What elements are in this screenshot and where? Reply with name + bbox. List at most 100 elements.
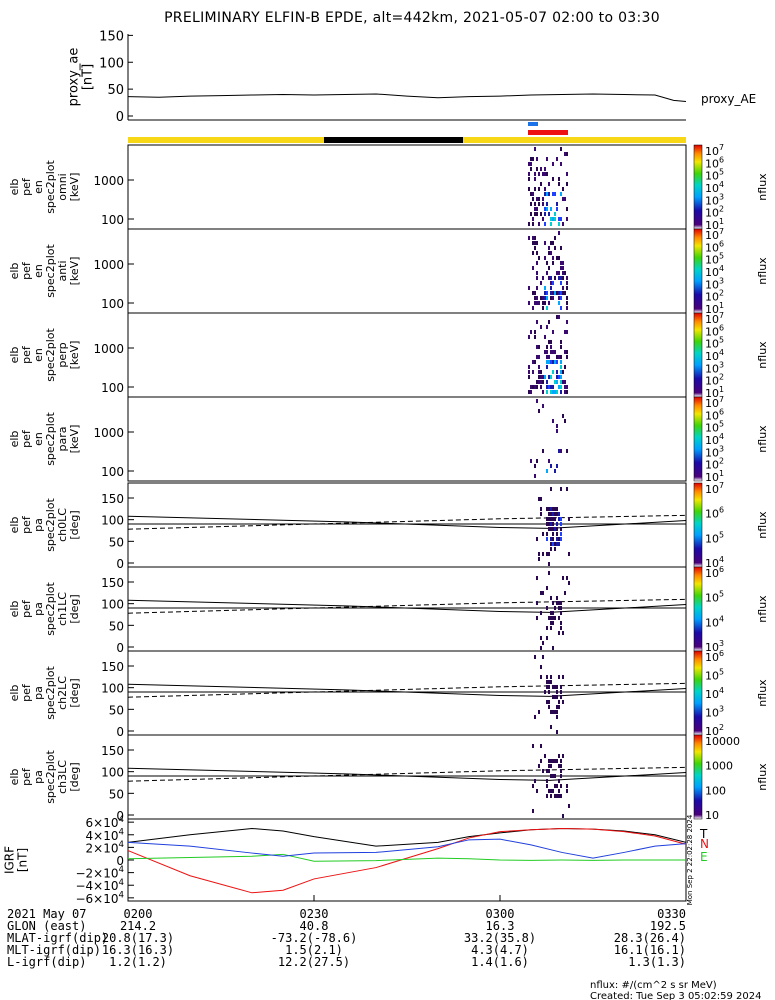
spectrogram-pixel [532,192,534,196]
pa-pixel [548,522,550,526]
spectrogram-pixel [564,390,566,394]
colorbar-tick: 10000 [705,735,740,748]
loss-cone-line [127,767,687,781]
spectrogram-pixel [558,375,560,379]
spectrogram-pixel [550,350,552,354]
spectrogram-pixel [564,152,566,156]
pa-pixel [552,646,554,650]
spectrogram-pixel [528,365,530,369]
footer-value: 16.3(16.3) [102,943,174,957]
igrf-tick-label: 4×104 [86,827,124,842]
pa-pixel [556,730,558,734]
spectrogram-pixel [564,271,566,275]
footer-value: 16.1(16.1) [614,943,686,957]
pa-tick-label: 50 [109,787,124,801]
colorbar-tick: 107 [705,227,724,242]
pa-pixel [546,532,548,536]
pa-pixel [556,537,558,541]
pa-pixel [550,626,552,630]
pa-pixel [548,507,550,511]
colorbar-tick: 10 [705,809,719,822]
colorbar-tick: 104 [705,348,724,363]
igrf-series-h [127,838,687,859]
colorbar-tick: 104 [705,180,724,195]
pa-pixel [546,537,548,541]
pa-ylabel: elb pef pa spec2plot ch3LC [deg] [8,750,81,804]
spectrogram-pixel [548,355,550,359]
pa-pixel [556,601,558,605]
axis-label-line: pef [20,345,33,364]
spectrogram-pixel [562,380,564,384]
spectrogram-pixel [558,296,560,300]
spectrogram-pixel [566,320,568,324]
pa-pixel [540,646,542,650]
spectrogram-pixel [554,360,556,364]
spectrogram-pixel [540,212,542,216]
pa-ylabel: elb pef pa spec2plot ch0LC [deg] [8,498,81,552]
pa-tick-label: 150 [101,744,124,758]
pa-pixel [546,507,548,511]
pa-pixel [552,517,554,521]
spectrogram-pixel [528,222,530,226]
pa-pixel [552,695,554,699]
pa-pixel [556,695,558,699]
spectrogram-pixel [536,385,538,389]
spectrogram-pixel [534,212,536,216]
pa-pixel [558,512,560,516]
spectrogram-pixel [540,385,542,389]
spectrogram-pixel [546,306,548,310]
spectrogram-pixel [548,320,550,324]
pa-pixel [558,675,560,679]
spectrogram-pixel [538,172,540,176]
spectrogram-pixel [546,202,548,206]
pa-pixel [540,759,542,763]
spectrogram-pixel [550,291,552,295]
pa-pixel [546,552,548,556]
spectrogram-pixel [540,380,542,384]
axis-label-line: pef [20,515,33,534]
spectrogram-pixel [560,360,562,364]
pa-pixel [550,675,552,679]
footer-row-label: MLT-igrf(dip) [7,943,101,957]
pa-pixel [552,774,554,778]
pa-pixel [546,517,548,521]
axis-label-line: ch3LC [56,760,69,794]
colorbar [693,566,703,652]
colorbar-tick: 103 [705,444,724,459]
pa-pixel [550,710,552,714]
pa-pixel [562,631,564,635]
spectrogram-pixel [532,291,534,295]
igrf-tick-label: 6×104 [86,815,124,830]
spectrogram-pixel [542,404,544,408]
footer-value: 28.3(26.4) [614,931,686,945]
spectrogram-pixel [548,266,550,270]
pa-pixel [532,784,534,788]
spectrogram-pixel [544,172,546,176]
pa-pixel [536,616,538,620]
pa-pixel [532,809,534,813]
spectrogram-pixel [560,266,562,270]
pa-pixel [548,685,550,689]
spectrogram-pixel [558,449,560,453]
colorbar-label: nflux [756,679,769,707]
pa-pixel [558,764,560,768]
spectrogram-pixel [544,286,546,290]
pa-pixel [558,631,560,635]
spectrogram-pixel [550,217,552,221]
spectrogram-pixel [532,222,534,226]
spectrogram-pixel [532,385,534,389]
spectrogram-pixel [558,276,560,280]
pa-pixel [556,507,558,511]
pa-pixel [554,784,556,788]
axis-label-line: [deg] [68,762,81,791]
pa-pixel [560,606,562,610]
axis-label-line: [nT] [81,64,96,90]
spectrogram-pixel [566,449,568,453]
pa-pixel [568,581,570,585]
pa-pixel [560,769,562,773]
pa-pixel [548,562,550,566]
pa-pixel [556,596,558,600]
spectrogram-pixel [560,449,562,453]
spectrogram-pixel [558,385,560,389]
